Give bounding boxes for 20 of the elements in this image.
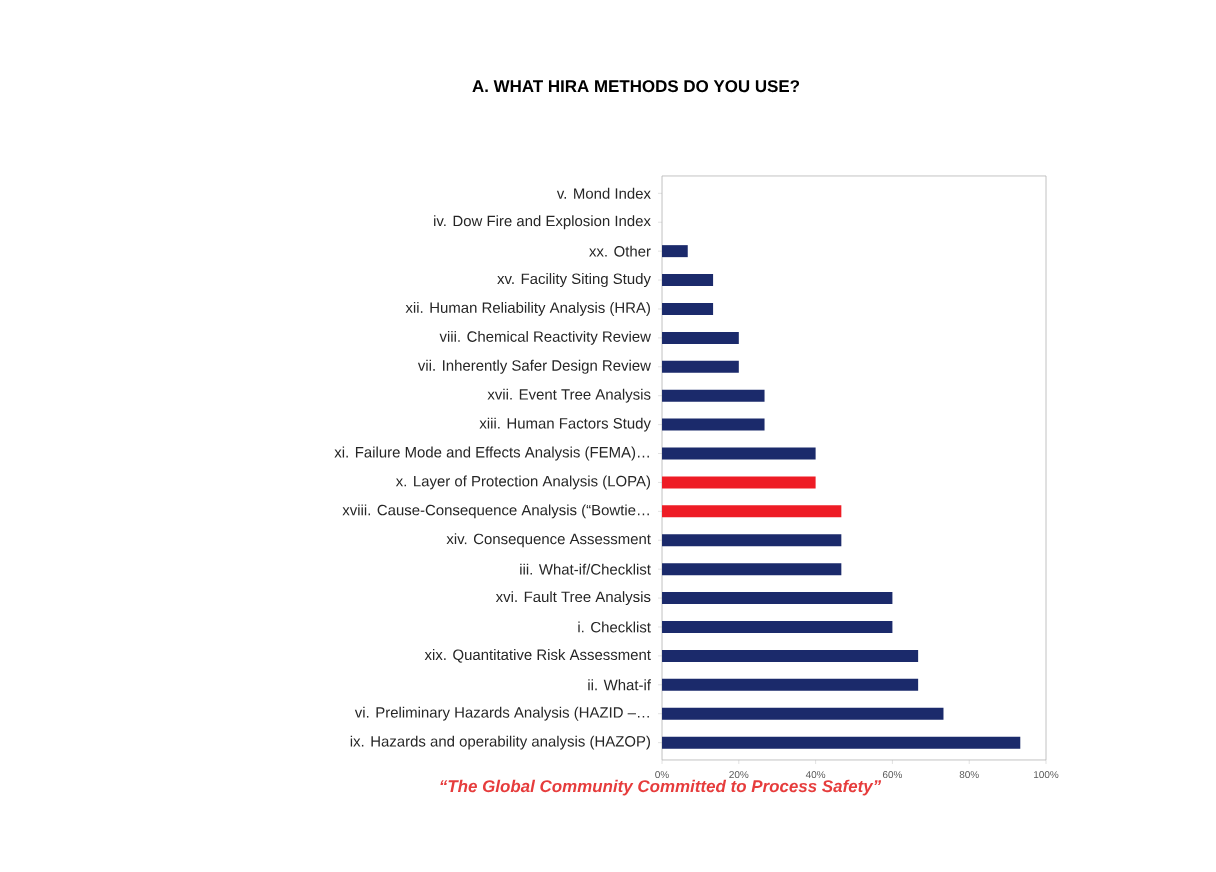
bar — [662, 592, 893, 605]
bar — [662, 505, 842, 518]
bar — [662, 707, 944, 720]
bar — [662, 360, 739, 373]
chart-title: A. WHAT HIRA METHODS DO YOU USE? — [472, 80, 800, 93]
bar — [662, 563, 842, 576]
bar — [662, 274, 714, 287]
text: “The Global Community Committed to Process Safety” — [440, 779, 882, 796]
bar — [662, 245, 688, 258]
bar — [662, 447, 816, 460]
bar — [662, 620, 893, 633]
bar — [662, 678, 919, 691]
bar — [662, 418, 765, 431]
bar — [662, 534, 842, 547]
bar — [662, 302, 714, 315]
bar — [662, 331, 739, 344]
bar — [662, 476, 816, 489]
bar — [662, 736, 1021, 749]
bar — [662, 389, 765, 402]
bar — [662, 649, 919, 662]
